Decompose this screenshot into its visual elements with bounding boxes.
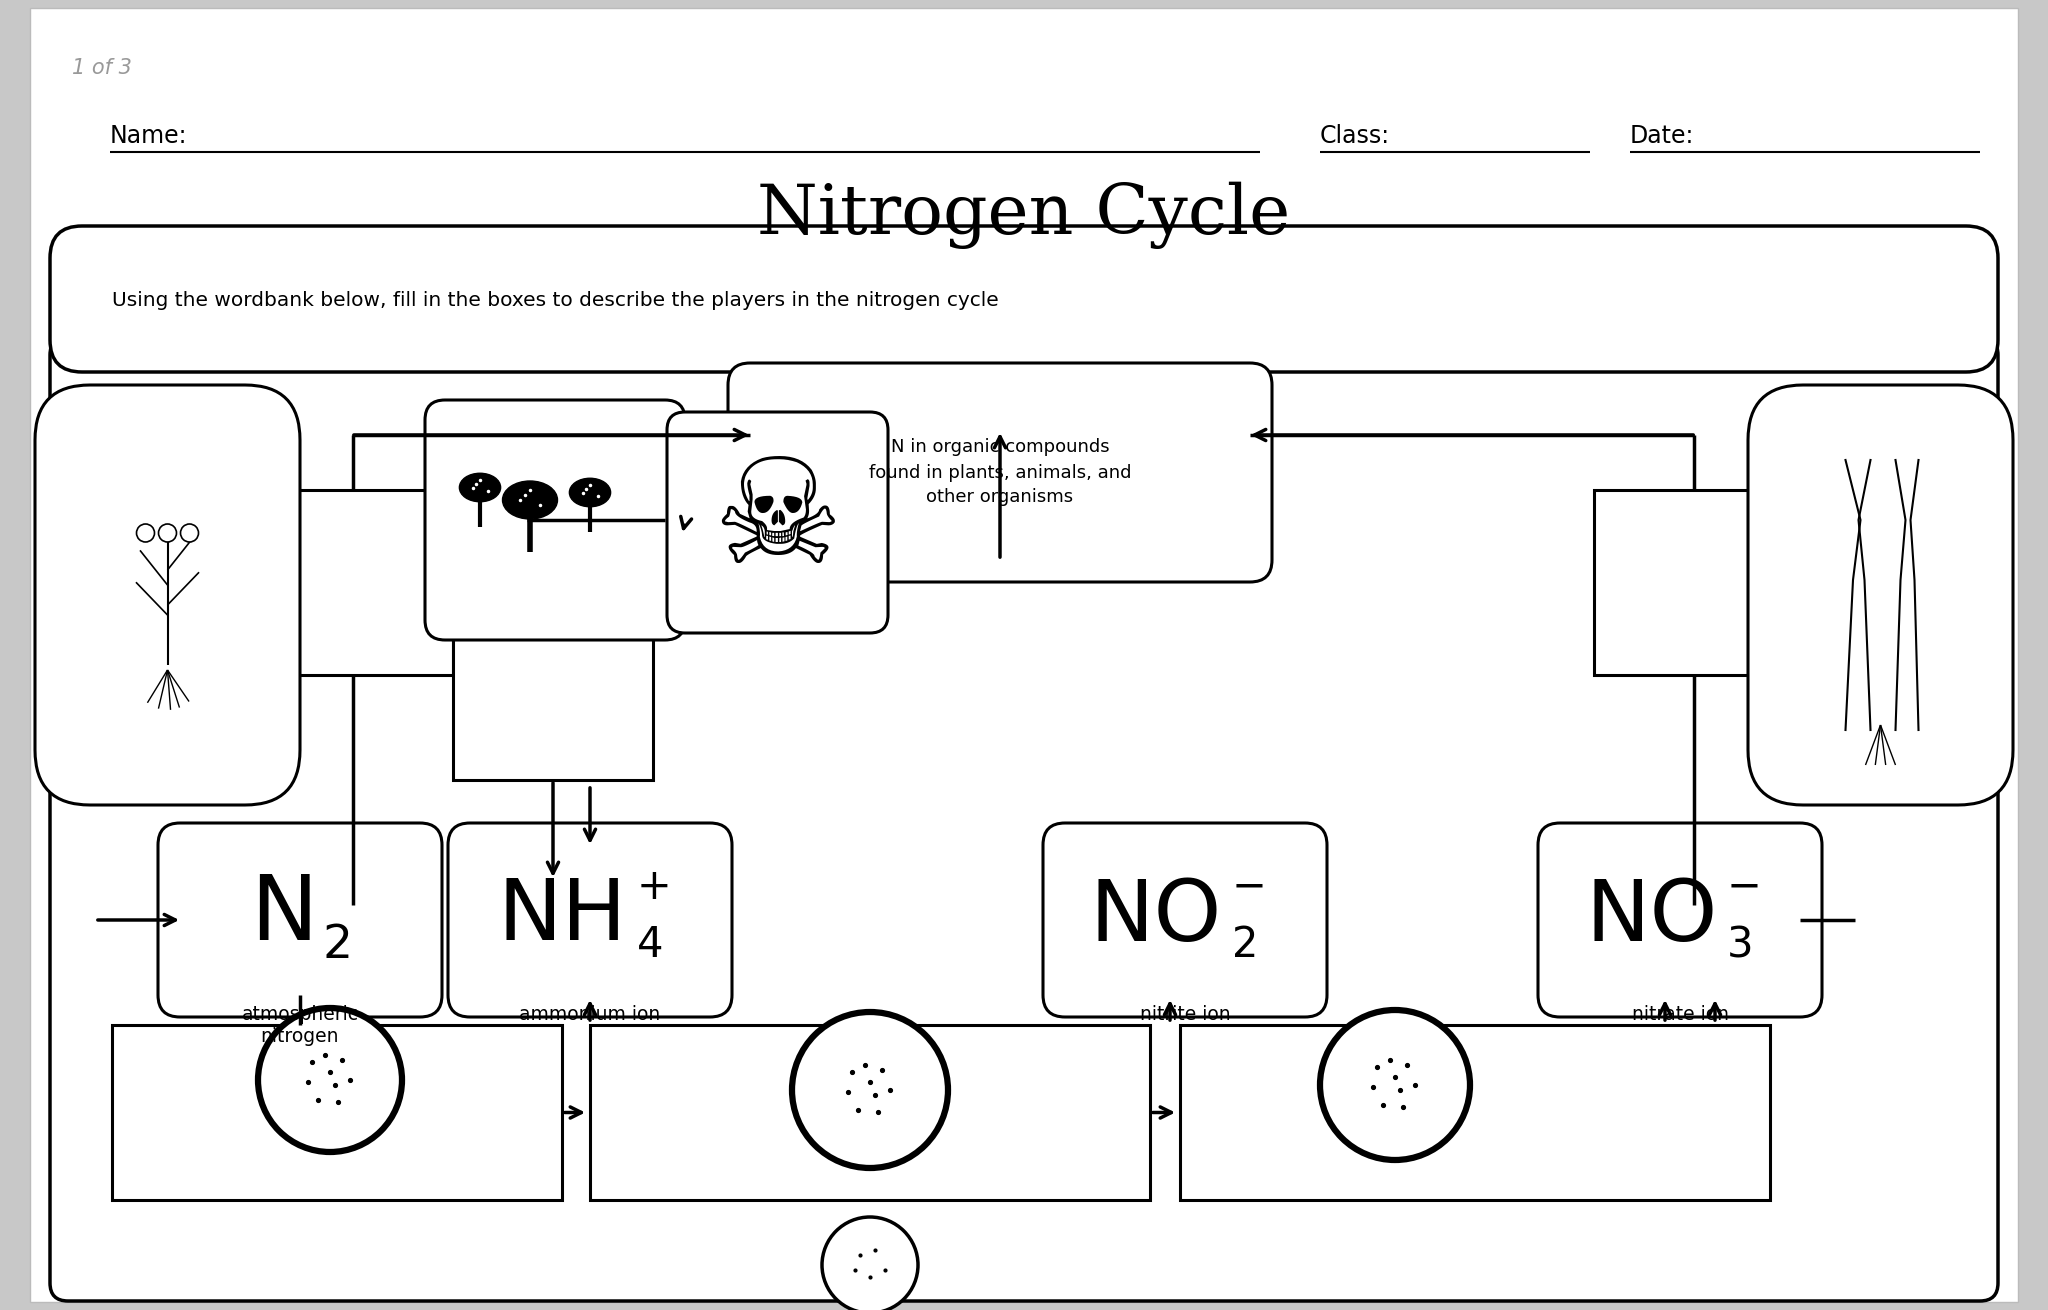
Circle shape bbox=[793, 1013, 948, 1169]
Text: nitrate ion: nitrate ion bbox=[1632, 1005, 1729, 1024]
FancyBboxPatch shape bbox=[449, 823, 731, 1017]
Text: Class:: Class: bbox=[1321, 124, 1391, 148]
FancyBboxPatch shape bbox=[49, 337, 1999, 1301]
Bar bbox=[254, 490, 453, 675]
Bar bbox=[453, 625, 653, 779]
Text: atmospheric
nitrogen: atmospheric nitrogen bbox=[242, 1005, 358, 1045]
FancyBboxPatch shape bbox=[1749, 385, 2013, 806]
FancyBboxPatch shape bbox=[49, 227, 1999, 372]
Text: Date:: Date: bbox=[1630, 124, 1694, 148]
Ellipse shape bbox=[459, 473, 500, 502]
FancyBboxPatch shape bbox=[668, 413, 889, 633]
FancyBboxPatch shape bbox=[35, 385, 299, 806]
Text: NH: NH bbox=[498, 875, 627, 959]
Text: N in organic compounds
found in plants, animals, and
other organisms: N in organic compounds found in plants, … bbox=[868, 439, 1130, 507]
Bar bbox=[590, 1024, 1151, 1200]
Circle shape bbox=[137, 524, 154, 542]
Bar bbox=[1593, 490, 1794, 675]
Text: 1 of 3: 1 of 3 bbox=[72, 58, 131, 79]
Circle shape bbox=[158, 524, 176, 542]
Text: −: − bbox=[1726, 866, 1761, 908]
Text: Using the wordbank below, fill in the boxes to describe the players in the nitro: Using the wordbank below, fill in the bo… bbox=[113, 291, 999, 309]
Text: N: N bbox=[250, 871, 317, 959]
Text: nitrite ion: nitrite ion bbox=[1139, 1005, 1231, 1024]
Circle shape bbox=[258, 1007, 401, 1151]
Text: 2: 2 bbox=[1233, 924, 1257, 965]
Text: 3: 3 bbox=[1726, 924, 1753, 965]
Text: −: − bbox=[1233, 866, 1268, 908]
Text: 2: 2 bbox=[322, 922, 352, 968]
Text: ☠: ☠ bbox=[713, 452, 844, 593]
Ellipse shape bbox=[569, 478, 610, 507]
Text: ammonium ion: ammonium ion bbox=[520, 1005, 662, 1024]
Bar bbox=[526, 470, 682, 600]
Text: 4: 4 bbox=[637, 924, 664, 965]
FancyBboxPatch shape bbox=[1538, 823, 1823, 1017]
Text: +: + bbox=[637, 866, 672, 908]
Circle shape bbox=[821, 1217, 918, 1310]
FancyBboxPatch shape bbox=[426, 400, 684, 641]
FancyBboxPatch shape bbox=[727, 363, 1272, 582]
Bar bbox=[113, 1024, 561, 1200]
FancyBboxPatch shape bbox=[158, 823, 442, 1017]
FancyBboxPatch shape bbox=[1042, 823, 1327, 1017]
Text: NO: NO bbox=[1585, 875, 1718, 959]
Text: Name:: Name: bbox=[111, 124, 188, 148]
Text: NO: NO bbox=[1090, 875, 1223, 959]
Circle shape bbox=[1321, 1010, 1470, 1159]
Bar bbox=[1180, 1024, 1769, 1200]
Circle shape bbox=[180, 524, 199, 542]
Text: Nitrogen Cycle: Nitrogen Cycle bbox=[758, 181, 1290, 249]
Ellipse shape bbox=[502, 481, 557, 519]
